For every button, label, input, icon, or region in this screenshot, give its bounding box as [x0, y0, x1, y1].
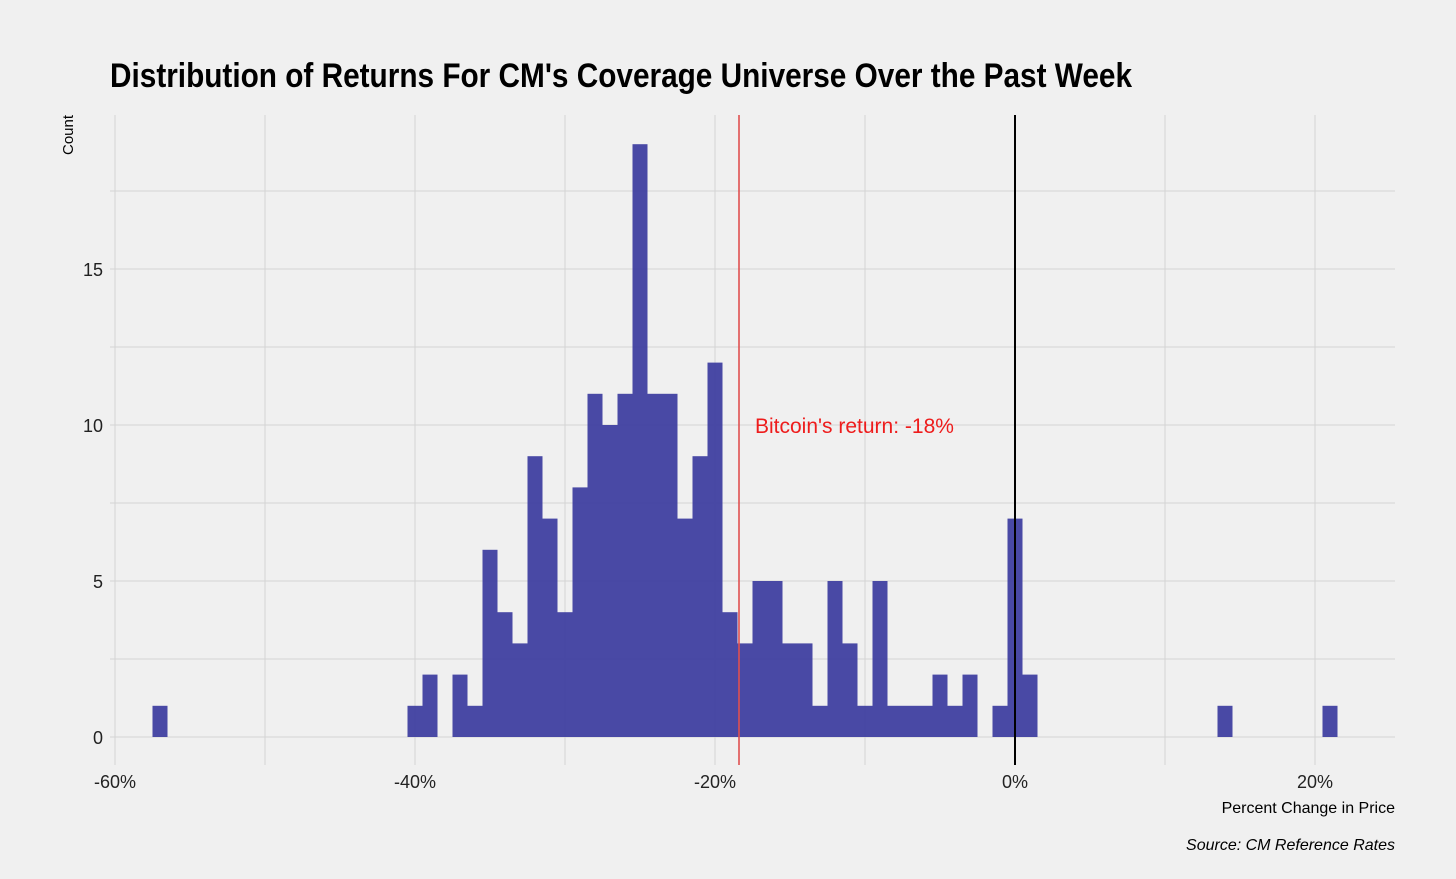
histogram-bar — [782, 643, 798, 737]
histogram-bar — [527, 456, 543, 737]
x-tick-label: -20% — [694, 772, 736, 792]
histogram-bar — [1322, 705, 1338, 737]
histogram-bar — [152, 705, 168, 737]
x-tick-label: 20% — [1297, 772, 1333, 792]
bars — [152, 144, 1338, 737]
histogram-bar — [512, 643, 528, 737]
y-tick-label: 0 — [93, 728, 103, 748]
histogram-bar — [932, 674, 948, 737]
histogram-bar — [947, 705, 963, 737]
histogram-bar — [917, 705, 933, 737]
histogram-bar — [557, 612, 573, 737]
histogram-bar — [797, 643, 813, 737]
histogram-bar — [617, 393, 633, 737]
histogram-bar — [857, 705, 873, 737]
histogram-bar — [812, 705, 828, 737]
reference-lines: Bitcoin's return: -18% — [738, 115, 1016, 765]
histogram-bar — [602, 425, 618, 737]
histogram-bar — [1022, 674, 1038, 737]
histogram-bar — [962, 674, 978, 737]
histogram-bar — [842, 643, 858, 737]
histogram-bar — [632, 144, 648, 737]
histogram-bar — [887, 705, 903, 737]
histogram-bar — [872, 581, 888, 737]
histogram-bar — [902, 705, 918, 737]
y-tick-label: 5 — [93, 572, 103, 592]
x-tick-label: 0% — [1002, 772, 1028, 792]
histogram-bar — [722, 612, 738, 737]
histogram-bar — [737, 643, 753, 737]
histogram-bar — [767, 581, 783, 737]
histogram-bar — [692, 456, 708, 737]
histogram-bar — [752, 581, 768, 737]
tick-labels: -60% -40% -20% 0% 20% 0 5 10 15 — [83, 260, 1333, 792]
x-tick-label: -40% — [394, 772, 436, 792]
histogram-bar — [407, 705, 423, 737]
x-axis-label: Percent Change in Price — [1222, 800, 1396, 817]
histogram-bar — [422, 674, 438, 737]
histogram-bar — [677, 518, 693, 737]
chart-title: Distribution of Returns For CM's Coverag… — [110, 57, 1132, 95]
histogram-bar — [452, 674, 468, 737]
histogram-bar — [482, 549, 498, 737]
y-axis-label: Count — [60, 114, 77, 155]
y-tick-label: 10 — [83, 416, 103, 436]
histogram-bar — [572, 487, 588, 737]
histogram-bar — [662, 393, 678, 737]
x-tick-label: -60% — [94, 772, 136, 792]
bitcoin-return-label: Bitcoin's return: -18% — [755, 415, 954, 438]
histogram-bar — [542, 518, 558, 737]
histogram-bar — [587, 393, 603, 737]
histogram-bar — [467, 705, 483, 737]
histogram-bar — [992, 705, 1008, 737]
y-tick-label: 15 — [83, 260, 103, 280]
histogram-bar — [707, 362, 723, 737]
histogram-bar — [827, 581, 843, 737]
source-caption: Source: CM Reference Rates — [1186, 837, 1395, 854]
histogram-bar — [1217, 705, 1233, 737]
histogram-bar — [497, 612, 513, 737]
histogram-bar — [647, 393, 663, 737]
